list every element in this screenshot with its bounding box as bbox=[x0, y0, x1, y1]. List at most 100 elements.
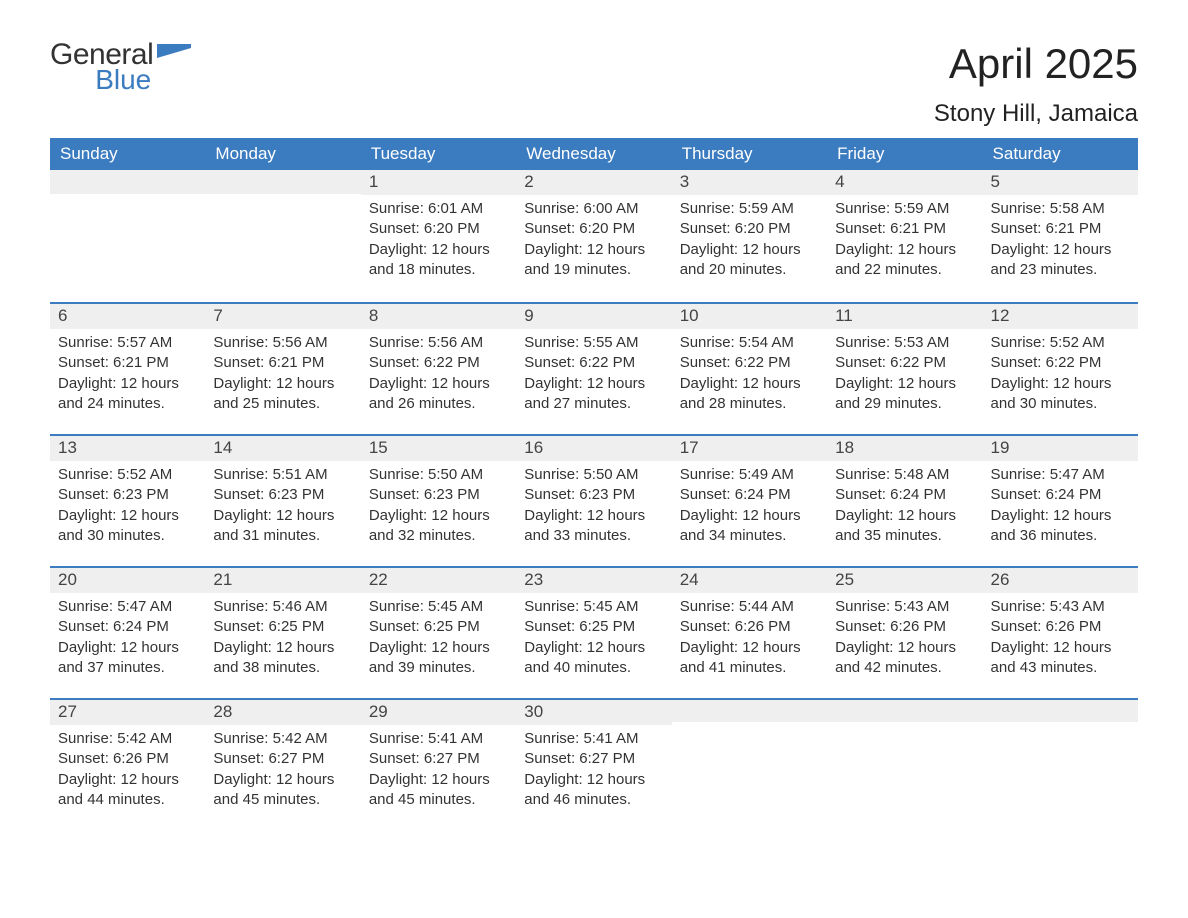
sunrise-line: Sunrise: 5:56 AM bbox=[213, 333, 352, 353]
sunrise-line: Sunrise: 5:46 AM bbox=[213, 597, 352, 617]
daylight-line: Daylight: 12 hours and 31 minutes. bbox=[213, 506, 352, 547]
daylight-line: Daylight: 12 hours and 35 minutes. bbox=[835, 506, 974, 547]
sunrise-line: Sunrise: 5:52 AM bbox=[58, 465, 197, 485]
sunrise-line: Sunrise: 5:43 AM bbox=[835, 597, 974, 617]
daylight-line: Daylight: 12 hours and 27 minutes. bbox=[524, 374, 663, 415]
sunset-line: Sunset: 6:23 PM bbox=[213, 485, 352, 505]
sunrise-line: Sunrise: 5:43 AM bbox=[991, 597, 1130, 617]
day-number: 2 bbox=[516, 170, 671, 195]
daylight-line: Daylight: 12 hours and 24 minutes. bbox=[58, 374, 197, 415]
day-details: Sunrise: 5:59 AMSunset: 6:20 PMDaylight:… bbox=[672, 195, 827, 286]
daylight-line: Daylight: 12 hours and 38 minutes. bbox=[213, 638, 352, 679]
day-number: 28 bbox=[205, 698, 360, 725]
sunrise-line: Sunrise: 5:48 AM bbox=[835, 465, 974, 485]
daylight-line: Daylight: 12 hours and 45 minutes. bbox=[213, 770, 352, 811]
sunset-line: Sunset: 6:22 PM bbox=[524, 353, 663, 373]
daylight-line: Daylight: 12 hours and 33 minutes. bbox=[524, 506, 663, 547]
calendar-row: 1Sunrise: 6:01 AMSunset: 6:20 PMDaylight… bbox=[50, 170, 1138, 302]
day-details: Sunrise: 5:41 AMSunset: 6:27 PMDaylight:… bbox=[361, 725, 516, 816]
day-number: 4 bbox=[827, 170, 982, 195]
calendar-cell: 8Sunrise: 5:56 AMSunset: 6:22 PMDaylight… bbox=[361, 302, 516, 434]
calendar-cell: 19Sunrise: 5:47 AMSunset: 6:24 PMDayligh… bbox=[983, 434, 1138, 566]
day-number: 17 bbox=[672, 434, 827, 461]
sunset-line: Sunset: 6:21 PM bbox=[213, 353, 352, 373]
day-details: Sunrise: 5:58 AMSunset: 6:21 PMDaylight:… bbox=[983, 195, 1138, 286]
month-title: April 2025 bbox=[949, 40, 1138, 88]
daylight-line: Daylight: 12 hours and 32 minutes. bbox=[369, 506, 508, 547]
day-details: Sunrise: 5:41 AMSunset: 6:27 PMDaylight:… bbox=[516, 725, 671, 816]
day-number: 26 bbox=[983, 566, 1138, 593]
day-number: 1 bbox=[361, 170, 516, 195]
day-details: Sunrise: 5:56 AMSunset: 6:21 PMDaylight:… bbox=[205, 329, 360, 420]
calendar-body: 1Sunrise: 6:01 AMSunset: 6:20 PMDaylight… bbox=[50, 170, 1138, 830]
day-number: 5 bbox=[983, 170, 1138, 195]
day-number: 3 bbox=[672, 170, 827, 195]
calendar-row: 27Sunrise: 5:42 AMSunset: 6:26 PMDayligh… bbox=[50, 698, 1138, 830]
calendar-cell: 11Sunrise: 5:53 AMSunset: 6:22 PMDayligh… bbox=[827, 302, 982, 434]
calendar-cell: 29Sunrise: 5:41 AMSunset: 6:27 PMDayligh… bbox=[361, 698, 516, 830]
sunset-line: Sunset: 6:26 PM bbox=[835, 617, 974, 637]
sunset-line: Sunset: 6:25 PM bbox=[369, 617, 508, 637]
weekday-header: Friday bbox=[827, 138, 982, 170]
day-number: 15 bbox=[361, 434, 516, 461]
sunset-line: Sunset: 6:27 PM bbox=[524, 749, 663, 769]
day-details: Sunrise: 5:52 AMSunset: 6:22 PMDaylight:… bbox=[983, 329, 1138, 420]
sunset-line: Sunset: 6:27 PM bbox=[213, 749, 352, 769]
calendar-cell: 17Sunrise: 5:49 AMSunset: 6:24 PMDayligh… bbox=[672, 434, 827, 566]
day-details: Sunrise: 5:47 AMSunset: 6:24 PMDaylight:… bbox=[50, 593, 205, 684]
day-details: Sunrise: 5:42 AMSunset: 6:27 PMDaylight:… bbox=[205, 725, 360, 816]
calendar-cell: 13Sunrise: 5:52 AMSunset: 6:23 PMDayligh… bbox=[50, 434, 205, 566]
sunrise-line: Sunrise: 5:50 AM bbox=[524, 465, 663, 485]
calendar-row: 6Sunrise: 5:57 AMSunset: 6:21 PMDaylight… bbox=[50, 302, 1138, 434]
logo: General Blue bbox=[50, 40, 191, 94]
day-details: Sunrise: 5:50 AMSunset: 6:23 PMDaylight:… bbox=[516, 461, 671, 552]
sunset-line: Sunset: 6:27 PM bbox=[369, 749, 508, 769]
weekday-header-row: SundayMondayTuesdayWednesdayThursdayFrid… bbox=[50, 138, 1138, 170]
calendar-cell: 26Sunrise: 5:43 AMSunset: 6:26 PMDayligh… bbox=[983, 566, 1138, 698]
day-details: Sunrise: 5:50 AMSunset: 6:23 PMDaylight:… bbox=[361, 461, 516, 552]
day-number: 12 bbox=[983, 302, 1138, 329]
sunrise-line: Sunrise: 5:41 AM bbox=[524, 729, 663, 749]
calendar-cell: 18Sunrise: 5:48 AMSunset: 6:24 PMDayligh… bbox=[827, 434, 982, 566]
sunset-line: Sunset: 6:21 PM bbox=[991, 219, 1130, 239]
daylight-line: Daylight: 12 hours and 18 minutes. bbox=[369, 240, 508, 281]
day-details: Sunrise: 5:49 AMSunset: 6:24 PMDaylight:… bbox=[672, 461, 827, 552]
calendar-cell: 2Sunrise: 6:00 AMSunset: 6:20 PMDaylight… bbox=[516, 170, 671, 302]
sunset-line: Sunset: 6:24 PM bbox=[680, 485, 819, 505]
calendar-cell: 14Sunrise: 5:51 AMSunset: 6:23 PMDayligh… bbox=[205, 434, 360, 566]
day-details: Sunrise: 5:59 AMSunset: 6:21 PMDaylight:… bbox=[827, 195, 982, 286]
calendar-cell: 28Sunrise: 5:42 AMSunset: 6:27 PMDayligh… bbox=[205, 698, 360, 830]
sunrise-line: Sunrise: 5:55 AM bbox=[524, 333, 663, 353]
sunrise-line: Sunrise: 5:51 AM bbox=[213, 465, 352, 485]
calendar-cell: 20Sunrise: 5:47 AMSunset: 6:24 PMDayligh… bbox=[50, 566, 205, 698]
calendar-cell: 24Sunrise: 5:44 AMSunset: 6:26 PMDayligh… bbox=[672, 566, 827, 698]
location: Stony Hill, Jamaica bbox=[50, 100, 1138, 128]
calendar-cell bbox=[672, 698, 827, 830]
daylight-line: Daylight: 12 hours and 30 minutes. bbox=[58, 506, 197, 547]
day-number: 10 bbox=[672, 302, 827, 329]
calendar-cell: 3Sunrise: 5:59 AMSunset: 6:20 PMDaylight… bbox=[672, 170, 827, 302]
daylight-line: Daylight: 12 hours and 34 minutes. bbox=[680, 506, 819, 547]
sunrise-line: Sunrise: 5:56 AM bbox=[369, 333, 508, 353]
daylight-line: Daylight: 12 hours and 23 minutes. bbox=[991, 240, 1130, 281]
sunset-line: Sunset: 6:23 PM bbox=[369, 485, 508, 505]
weekday-header: Monday bbox=[205, 138, 360, 170]
calendar-cell bbox=[205, 170, 360, 302]
sunset-line: Sunset: 6:22 PM bbox=[835, 353, 974, 373]
calendar-cell: 5Sunrise: 5:58 AMSunset: 6:21 PMDaylight… bbox=[983, 170, 1138, 302]
day-number: 22 bbox=[361, 566, 516, 593]
sunset-line: Sunset: 6:26 PM bbox=[58, 749, 197, 769]
day-number: 19 bbox=[983, 434, 1138, 461]
day-details: Sunrise: 6:01 AMSunset: 6:20 PMDaylight:… bbox=[361, 195, 516, 286]
weekday-header: Sunday bbox=[50, 138, 205, 170]
day-details: Sunrise: 5:51 AMSunset: 6:23 PMDaylight:… bbox=[205, 461, 360, 552]
day-number: 11 bbox=[827, 302, 982, 329]
sunrise-line: Sunrise: 6:01 AM bbox=[369, 199, 508, 219]
weekday-header: Thursday bbox=[672, 138, 827, 170]
logo-word-blue: Blue bbox=[50, 66, 153, 94]
daylight-line: Daylight: 12 hours and 39 minutes. bbox=[369, 638, 508, 679]
sunset-line: Sunset: 6:25 PM bbox=[524, 617, 663, 637]
sunset-line: Sunset: 6:22 PM bbox=[680, 353, 819, 373]
sunset-line: Sunset: 6:20 PM bbox=[680, 219, 819, 239]
day-details: Sunrise: 5:42 AMSunset: 6:26 PMDaylight:… bbox=[50, 725, 205, 816]
